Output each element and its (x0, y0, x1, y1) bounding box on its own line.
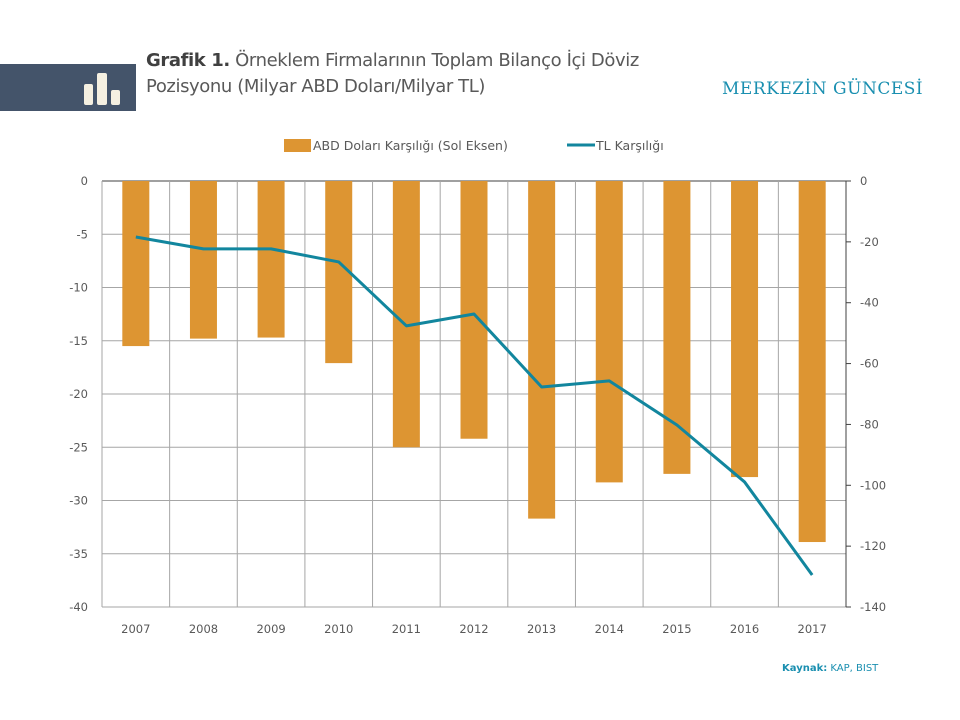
right-tick-label: -20 (860, 235, 879, 249)
left-tick-label: -25 (69, 440, 88, 454)
left-tick-label: 0 (81, 174, 88, 188)
legend: ABD Doları Karşılığı (Sol Eksen) TL Karş… (284, 138, 664, 153)
right-tick-label: -60 (860, 357, 879, 371)
legend-bar-swatch (284, 139, 311, 152)
bar-2012 (460, 181, 488, 439)
brand-logo: MERKEZİN GÜNCESİ (722, 79, 924, 99)
legend-line-label: TL Karşılığı (595, 138, 664, 153)
x-tick-label: 2011 (392, 622, 421, 636)
bar-chart-icon (84, 73, 120, 105)
title-line2: Pozisyonu (Milyar ABD Doları/Milyar TL) (146, 76, 486, 97)
x-tick-label: 2007 (121, 622, 150, 636)
x-tick-label: 2010 (324, 622, 353, 636)
left-tick-label: -40 (69, 600, 88, 614)
bars (122, 181, 826, 543)
header-banner (0, 64, 136, 111)
grid (101, 180, 847, 608)
bar-2015 (663, 181, 691, 474)
bar-2009 (257, 181, 285, 338)
x-tick-label: 2008 (189, 622, 218, 636)
line-series (135, 235, 814, 576)
x-tick-label: 2017 (798, 622, 827, 636)
bar-2007 (122, 181, 150, 347)
chart-title: Grafik 1. Örneklem Firmalarının Toplam B… (146, 48, 706, 100)
left-tick-label: -15 (69, 334, 88, 348)
right-tick-label: -100 (860, 478, 886, 492)
source-note: Kaynak: KAP, BIST (782, 663, 878, 674)
tick-labels: 0 -5 -10 -15 -20 -25 -30 -35 -40 0 -20 -40 -60 -80 -10… (69, 174, 886, 636)
left-tick-label: -20 (69, 387, 88, 401)
source-value: KAP, BIST (827, 663, 879, 674)
left-tick-label: -35 (69, 547, 88, 561)
bar-2011 (392, 181, 420, 448)
x-tick-label: 2012 (459, 622, 488, 636)
left-tick-label: -10 (69, 281, 88, 295)
left-tick-label: -5 (77, 227, 88, 241)
right-tick-label: -80 (860, 417, 879, 431)
left-tick-label: -30 (69, 494, 88, 508)
bar-2008 (189, 181, 217, 339)
x-tick-label: 2009 (256, 622, 285, 636)
title-bold: Grafik 1. (146, 50, 230, 71)
source-label: Kaynak: (782, 663, 828, 674)
x-tick-label: 2015 (662, 622, 691, 636)
x-tick-label: 2016 (730, 622, 759, 636)
legend-bar-label: ABD Doları Karşılığı (Sol Eksen) (313, 138, 508, 153)
bar-2017 (798, 181, 826, 543)
axes (845, 180, 851, 608)
bar-2013 (528, 181, 556, 519)
right-tick-label: 0 (860, 174, 867, 188)
bar-2016 (731, 181, 759, 478)
x-tick-label: 2013 (527, 622, 556, 636)
right-tick-label: -140 (860, 600, 886, 614)
right-tick-label: -120 (860, 539, 886, 553)
title-line1: Örneklem Firmalarının Toplam Bilanço İçi… (229, 50, 639, 71)
right-tick-label: -40 (860, 296, 879, 310)
x-tick-label: 2014 (595, 622, 624, 636)
bar-2014 (595, 181, 623, 483)
